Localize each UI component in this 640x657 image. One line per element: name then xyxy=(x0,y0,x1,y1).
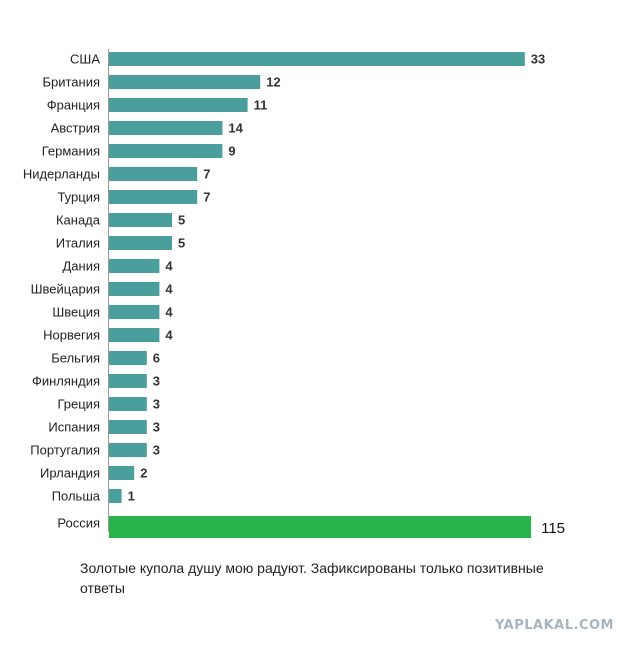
value-label: 3 xyxy=(153,396,160,411)
bar xyxy=(109,75,261,89)
bar xyxy=(109,52,525,66)
category-label: Россия xyxy=(57,515,100,530)
category-label: Германия xyxy=(42,143,100,158)
value-label: 4 xyxy=(165,258,173,273)
bar xyxy=(109,443,147,457)
bar xyxy=(109,190,198,204)
bar xyxy=(109,351,147,365)
category-label: Швеция xyxy=(52,304,100,319)
watermark-logo: YAPLAKAL.COM xyxy=(495,618,614,633)
value-label: 3 xyxy=(153,419,160,434)
value-label: 1 xyxy=(128,488,135,503)
value-label: 14 xyxy=(228,120,243,135)
category-label: Испания xyxy=(48,419,100,434)
value-label: 7 xyxy=(203,189,210,204)
category-label: Греция xyxy=(57,396,100,411)
bar xyxy=(109,121,223,135)
category-label: Бельгия xyxy=(51,350,100,365)
value-label: 11 xyxy=(254,97,268,112)
value-label: 5 xyxy=(178,235,185,250)
category-label: Норвегия xyxy=(43,327,100,342)
bar xyxy=(109,144,223,158)
category-label: Турция xyxy=(57,189,100,204)
value-label: 12 xyxy=(266,74,280,89)
value-label: 9 xyxy=(228,143,235,158)
category-label: США xyxy=(70,51,100,66)
value-label: 115 xyxy=(541,520,565,537)
value-label: 3 xyxy=(153,442,160,457)
category-label: Франция xyxy=(47,97,100,112)
value-label: 5 xyxy=(178,212,185,227)
category-label: Италия xyxy=(56,235,100,250)
bar xyxy=(109,397,147,411)
bar xyxy=(109,420,147,434)
bar xyxy=(109,98,248,112)
value-label: 7 xyxy=(203,166,210,181)
category-label: Британия xyxy=(42,74,100,89)
category-label: Канада xyxy=(56,212,101,227)
value-label: 3 xyxy=(153,373,160,388)
bar xyxy=(109,466,135,480)
bar xyxy=(109,489,122,503)
value-label: 4 xyxy=(165,304,173,319)
bar xyxy=(109,282,160,296)
bar xyxy=(109,374,147,388)
value-label: 2 xyxy=(140,465,147,480)
value-label: 6 xyxy=(153,350,160,365)
bar xyxy=(109,236,172,250)
bar xyxy=(109,305,160,319)
value-label: 33 xyxy=(531,51,545,66)
category-label: Швейцария xyxy=(31,281,100,296)
category-label: Португалия xyxy=(30,442,100,457)
category-label: Финляндия xyxy=(32,373,100,388)
bar xyxy=(109,328,160,342)
chart-caption: Золотые купола душу мою радуют. Зафиксир… xyxy=(80,560,544,596)
value-label: 4 xyxy=(165,281,173,296)
category-label: Дания xyxy=(62,258,100,273)
bar-highlight xyxy=(109,516,532,538)
bar xyxy=(109,167,198,181)
category-label: Ирландия xyxy=(40,465,100,480)
category-label: Польша xyxy=(52,488,101,503)
value-label: 4 xyxy=(165,327,173,342)
bar xyxy=(109,259,160,273)
bar xyxy=(109,213,172,227)
category-label: Нидерланды xyxy=(23,166,100,181)
category-label: Австрия xyxy=(51,120,100,135)
